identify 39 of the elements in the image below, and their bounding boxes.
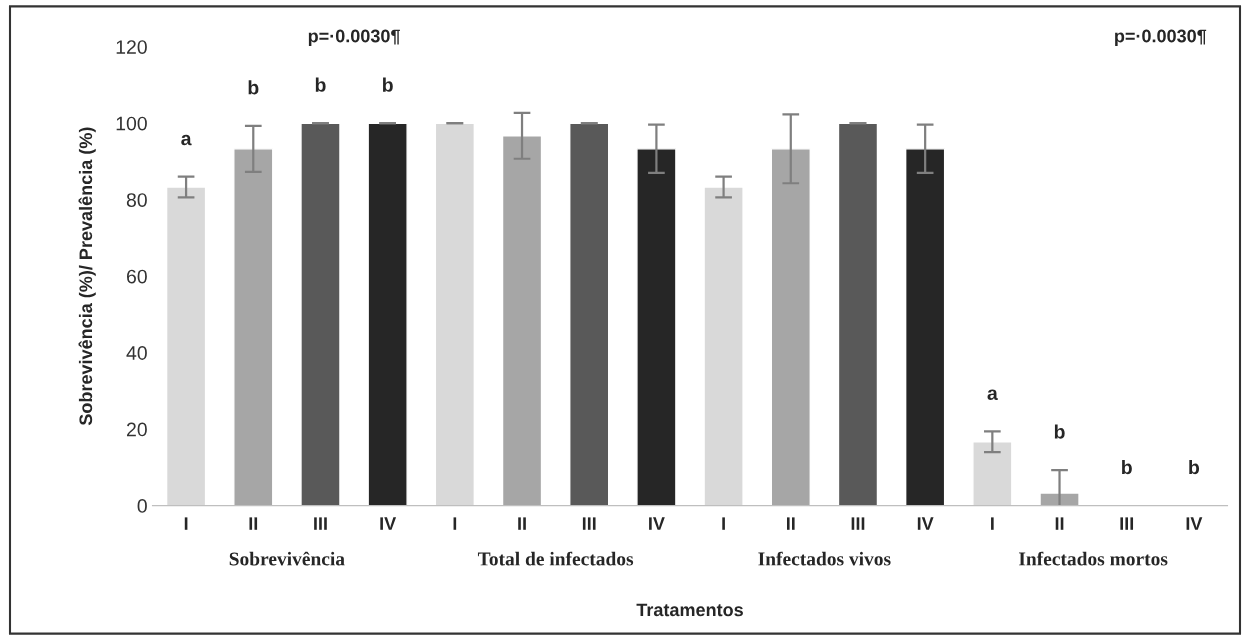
y-tick-label: 0 <box>137 499 147 513</box>
x-tick-label: I <box>722 517 725 530</box>
data-label: b <box>1054 424 1065 439</box>
data-label: b <box>315 77 326 92</box>
x-tick-label: II <box>1055 517 1064 530</box>
y-axis-title: Sobrevivência (%)/ Prevalência (%) <box>78 127 96 426</box>
data-label: a <box>181 134 192 146</box>
y-tick-label: 40 <box>126 346 147 360</box>
data-label: b <box>383 77 393 92</box>
x-tick-label: III <box>1120 517 1134 530</box>
x-tick-label: II <box>518 517 526 530</box>
x-tick-label: II <box>786 517 795 530</box>
x-tick-label: IV <box>1186 517 1203 530</box>
x-tick-label: III <box>851 517 865 530</box>
text: Total de infectados <box>477 551 634 566</box>
x-tick-label: I <box>991 517 994 530</box>
x-tick-label: III <box>582 517 596 530</box>
x-tick-label: IV <box>917 517 934 530</box>
y-tick-label: 60 <box>127 269 147 284</box>
text: Infectados vivos <box>758 551 891 566</box>
x-tick-label: I <box>453 517 457 530</box>
x-tick-label: IV <box>649 517 665 530</box>
x-axis-title: Tratamentos <box>636 603 743 617</box>
text: p=·0.0030¶ <box>1115 29 1207 46</box>
x-tick-label: III <box>314 517 327 530</box>
y-tick-label: 120 <box>116 40 147 54</box>
y-tick-label: 20 <box>126 422 147 437</box>
text: p=·0.0030¶ <box>308 29 400 46</box>
text: Sobrevivência <box>229 551 345 566</box>
y-tick-label: 100 <box>116 116 147 131</box>
x-tick-label: I <box>184 517 188 530</box>
data-label: b <box>248 80 259 95</box>
text: Infectados mortos <box>1018 551 1168 566</box>
x-tick-label: II <box>249 517 258 530</box>
data-label: a <box>987 389 998 401</box>
data-label: b <box>1189 459 1200 475</box>
x-tick-label: IV <box>380 517 397 530</box>
y-tick-label: 80 <box>126 193 147 207</box>
data-label: b <box>1122 459 1132 475</box>
